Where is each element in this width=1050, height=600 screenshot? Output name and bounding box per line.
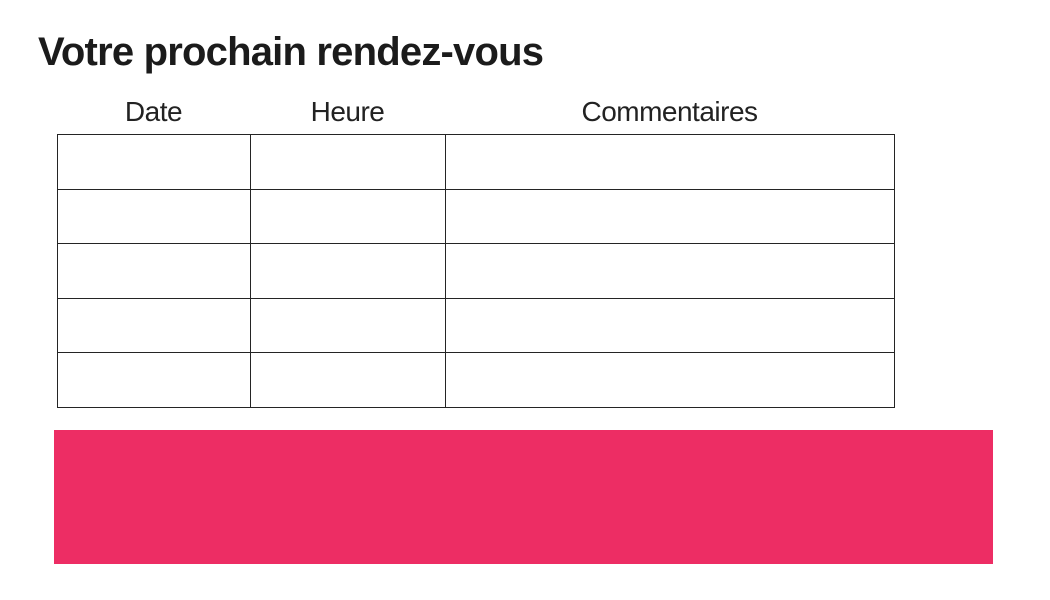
table-cell: [445, 134, 895, 190]
table-cell: [250, 134, 446, 190]
table-cell: [445, 188, 895, 245]
pink-banner: [54, 430, 993, 564]
table-row: [57, 134, 895, 190]
table-row: [57, 297, 895, 354]
table-cell: [57, 188, 251, 245]
table-cell: [57, 134, 251, 190]
appointment-table: [57, 134, 895, 408]
column-header-commentaires: Commentaires: [581, 96, 758, 127]
appointment-table-body: [57, 134, 895, 408]
table-cell: [250, 243, 446, 299]
table-cell: [57, 243, 251, 299]
table-cell: [250, 352, 446, 408]
column-header-date: Date: [124, 96, 183, 127]
table-row: [57, 352, 895, 408]
table-cell: [250, 188, 446, 245]
table-row: [57, 188, 895, 245]
table-cell: [250, 297, 446, 354]
table-cell: [445, 243, 895, 299]
column-header-heure: Heure: [310, 96, 385, 127]
table-cell: [445, 352, 895, 408]
table-cell: [445, 297, 895, 354]
page-title: Votre prochain rendez-vous: [38, 30, 544, 74]
table-row: [57, 243, 895, 299]
table-cell: [57, 352, 251, 408]
table-header-row: Date Heure Commentaires: [57, 90, 894, 130]
table-cell: [57, 297, 251, 354]
